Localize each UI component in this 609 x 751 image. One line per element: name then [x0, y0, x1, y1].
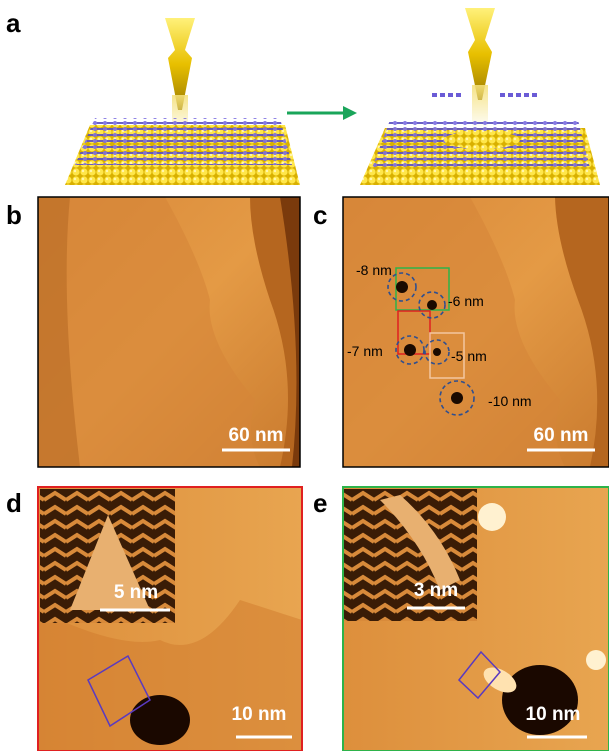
decoration: [75, 118, 292, 165]
decoration: [433, 348, 441, 356]
panel-label: c: [313, 200, 327, 230]
panel-label: a: [6, 8, 21, 38]
depth-label: -8 nm: [356, 262, 392, 278]
depth-label: -6 nm: [448, 293, 484, 309]
decoration: [444, 131, 520, 149]
schematic-left: [65, 18, 300, 185]
decoration: [478, 503, 506, 531]
body: a b 60 nm c: [0, 0, 609, 751]
depth-label: -5 nm: [451, 348, 487, 364]
decoration: [396, 281, 408, 293]
decoration: [586, 650, 606, 670]
scale-bar-label: 60 nm: [534, 425, 589, 446]
decoration: [451, 392, 463, 404]
arrow-head: [343, 106, 357, 120]
panel-label: d: [6, 488, 22, 518]
decoration: [130, 695, 190, 745]
schematic-right: [360, 8, 600, 185]
scale-bar-label: 10 nm: [526, 704, 581, 725]
scale-bar-label: 5 nm: [114, 582, 158, 603]
decoration: [427, 300, 437, 310]
decoration: [404, 344, 416, 356]
scale-bar-label: 60 nm: [229, 425, 284, 446]
depth-label: -7 nm: [347, 343, 383, 359]
scale-bar-label: 3 nm: [414, 580, 458, 601]
depth-label: -10 nm: [488, 393, 532, 409]
page: STM figure {"panels": { "a": {"label": "…: [0, 0, 609, 751]
figure: a b 60 nm c: [0, 0, 609, 751]
panel-label: e: [313, 488, 327, 518]
scale-bar-label: 10 nm: [232, 704, 287, 725]
panel-label: b: [6, 200, 22, 230]
